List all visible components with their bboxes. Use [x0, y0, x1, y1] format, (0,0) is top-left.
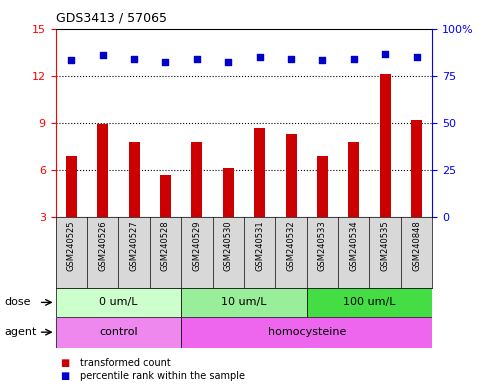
- Bar: [56, 317, 181, 348]
- Text: GSM240530: GSM240530: [224, 220, 233, 271]
- Point: [193, 56, 201, 62]
- Bar: [348, 142, 359, 217]
- Text: homocysteine: homocysteine: [268, 327, 346, 337]
- Bar: [128, 142, 140, 217]
- Text: GSM240531: GSM240531: [255, 220, 264, 271]
- Text: GDS3413 / 57065: GDS3413 / 57065: [56, 12, 167, 25]
- Bar: [160, 175, 171, 217]
- Text: GSM240532: GSM240532: [286, 220, 296, 271]
- Bar: [181, 317, 432, 348]
- Text: 100 um/L: 100 um/L: [343, 297, 396, 308]
- Text: GSM240526: GSM240526: [98, 220, 107, 271]
- Bar: [97, 124, 108, 217]
- Bar: [56, 288, 181, 317]
- Point: [256, 54, 264, 60]
- Point: [382, 51, 389, 57]
- Text: GSM240525: GSM240525: [67, 220, 76, 271]
- Bar: [411, 120, 422, 217]
- Point: [224, 59, 232, 65]
- Bar: [254, 127, 265, 217]
- Text: GSM240527: GSM240527: [129, 220, 139, 271]
- Point: [350, 56, 357, 62]
- Bar: [307, 288, 432, 317]
- Text: percentile rank within the sample: percentile rank within the sample: [80, 371, 245, 381]
- Text: GSM240848: GSM240848: [412, 220, 421, 271]
- Point: [130, 56, 138, 62]
- Text: control: control: [99, 327, 138, 337]
- Point: [319, 57, 327, 63]
- Point: [412, 54, 420, 60]
- Point: [287, 56, 295, 62]
- Text: 10 um/L: 10 um/L: [221, 297, 267, 308]
- Bar: [223, 168, 234, 217]
- Point: [99, 52, 107, 58]
- Text: GSM240535: GSM240535: [381, 220, 390, 271]
- Text: transformed count: transformed count: [80, 358, 170, 368]
- Text: GSM240528: GSM240528: [161, 220, 170, 271]
- Point: [68, 57, 75, 63]
- Text: 0 um/L: 0 um/L: [99, 297, 138, 308]
- Text: GSM240529: GSM240529: [192, 220, 201, 271]
- Text: agent: agent: [5, 327, 37, 337]
- Bar: [191, 142, 202, 217]
- Bar: [317, 156, 328, 217]
- Text: ■: ■: [60, 371, 70, 381]
- Bar: [380, 74, 391, 217]
- Point: [161, 59, 170, 65]
- Text: ■: ■: [60, 358, 70, 368]
- Text: dose: dose: [5, 297, 31, 308]
- Text: GSM240534: GSM240534: [349, 220, 358, 271]
- Bar: [181, 288, 307, 317]
- Bar: [285, 134, 297, 217]
- Bar: [66, 156, 77, 217]
- Text: GSM240533: GSM240533: [318, 220, 327, 271]
